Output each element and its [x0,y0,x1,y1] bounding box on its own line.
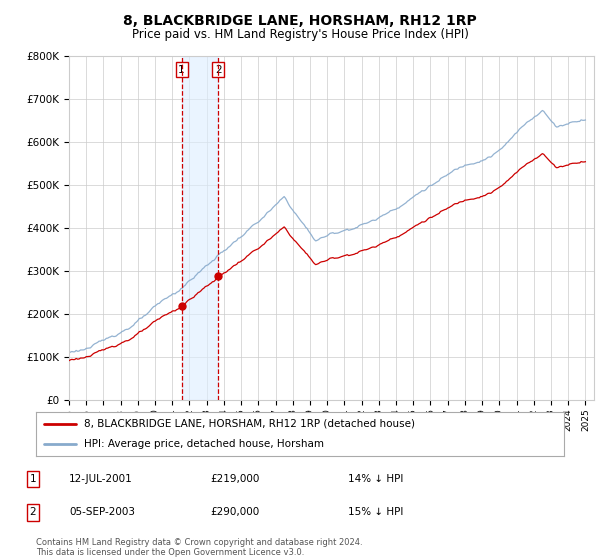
Text: £219,000: £219,000 [210,474,259,484]
Text: 8, BLACKBRIDGE LANE, HORSHAM, RH12 1RP (detached house): 8, BLACKBRIDGE LANE, HORSHAM, RH12 1RP (… [83,419,415,429]
Text: £290,000: £290,000 [210,507,259,517]
Text: HPI: Average price, detached house, Horsham: HPI: Average price, detached house, Hors… [83,439,323,449]
Text: 15% ↓ HPI: 15% ↓ HPI [348,507,403,517]
Text: Price paid vs. HM Land Registry's House Price Index (HPI): Price paid vs. HM Land Registry's House … [131,28,469,41]
Text: 1: 1 [178,64,185,74]
Text: 12-JUL-2001: 12-JUL-2001 [69,474,133,484]
Text: 1: 1 [29,474,37,484]
Text: 2: 2 [29,507,37,517]
Text: 8, BLACKBRIDGE LANE, HORSHAM, RH12 1RP: 8, BLACKBRIDGE LANE, HORSHAM, RH12 1RP [123,14,477,28]
Text: 2: 2 [215,64,221,74]
Text: 14% ↓ HPI: 14% ↓ HPI [348,474,403,484]
Text: Contains HM Land Registry data © Crown copyright and database right 2024.
This d: Contains HM Land Registry data © Crown c… [36,538,362,557]
Text: 05-SEP-2003: 05-SEP-2003 [69,507,135,517]
Bar [182,56,218,400]
